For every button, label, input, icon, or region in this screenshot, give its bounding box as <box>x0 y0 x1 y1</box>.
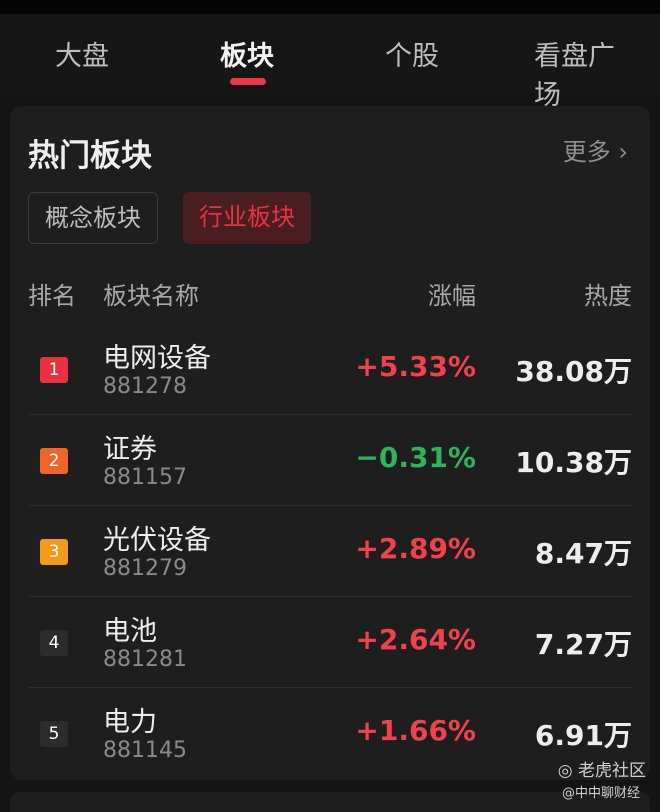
sector-change: +1.66% <box>355 714 476 747</box>
sector-row[interactable]: 3 光伏设备 881279 +2.89% 8.47万 <box>28 506 632 597</box>
rank-badge: 3 <box>40 539 68 565</box>
rank-badge: 1 <box>40 357 68 383</box>
sector-name: 证券 <box>103 434 157 465</box>
sector-change: +2.64% <box>355 623 476 656</box>
sector-heat: 7.27万 <box>534 628 632 661</box>
watermark-author: @中中聊财经 <box>561 786 640 801</box>
sector-heat: 6.91万 <box>534 719 632 752</box>
sector-heat: 10.38万 <box>515 446 632 479</box>
header-name: 板块名称 <box>103 282 199 310</box>
more-label: 更多 <box>562 138 611 166</box>
header-rank: 排名 <box>28 282 76 310</box>
sector-code: 881157 <box>103 465 187 490</box>
sector-heat: 8.47万 <box>534 537 632 570</box>
status-bar <box>0 0 660 14</box>
sector-change: −0.31% <box>355 441 476 474</box>
sector-row[interactable]: 2 证券 881157 −0.31% 10.38万 <box>28 415 632 506</box>
watermark-brand-text: 老虎社区 <box>578 761 646 781</box>
header-change[interactable]: 涨幅 <box>428 282 476 310</box>
active-tab-indicator <box>230 78 266 85</box>
next-card <box>10 792 650 812</box>
sector-heat: 38.08万 <box>515 355 632 388</box>
sector-row[interactable]: 4 电池 881281 +2.64% 7.27万 <box>28 597 632 688</box>
sector-change: +5.33% <box>355 350 476 383</box>
header-heat[interactable]: 热度 <box>584 282 632 310</box>
rank-badge: 5 <box>40 721 68 747</box>
sector-name: 电网设备 <box>103 343 211 374</box>
sector-code: 881281 <box>103 647 187 672</box>
card-title: 热门板块 <box>28 138 152 174</box>
segment-concept[interactable]: 概念板块 <box>28 192 158 244</box>
rank-badge: 4 <box>40 630 68 656</box>
hot-sectors-card: 热门板块 更多 › 概念板块 行业板块 排名 板块名称 涨幅 热度 1 电网设备… <box>10 106 650 780</box>
tab-square[interactable]: 看盘广场 <box>534 41 615 111</box>
sector-code: 881145 <box>103 738 187 763</box>
tiger-logo-icon: ◎ <box>557 761 573 781</box>
watermark-brand: ◎ 老虎社区 <box>558 756 646 781</box>
segment-industry[interactable]: 行业板块 <box>183 192 311 244</box>
tab-stocks[interactable]: 个股 <box>385 41 439 72</box>
rank-badge: 2 <box>40 448 68 474</box>
tab-market[interactable]: 大盘 <box>55 41 109 72</box>
sector-name: 电力 <box>103 707 157 738</box>
more-link[interactable]: 更多 › <box>563 132 628 167</box>
sector-name: 光伏设备 <box>103 525 211 556</box>
sector-row[interactable]: 5 电力 881145 +1.66% 6.91万 <box>28 688 632 779</box>
sector-name: 电池 <box>103 616 157 647</box>
top-tabs: 大盘 板块 个股 看盘广场 <box>0 14 660 111</box>
tab-sectors[interactable]: 板块 <box>220 41 274 72</box>
sector-change: +2.89% <box>355 532 476 565</box>
sector-code: 881279 <box>103 556 187 581</box>
sector-code: 881278 <box>103 374 187 399</box>
chevron-right-icon: › <box>618 138 628 166</box>
sector-row[interactable]: 1 电网设备 881278 +5.33% 38.08万 <box>28 324 632 415</box>
